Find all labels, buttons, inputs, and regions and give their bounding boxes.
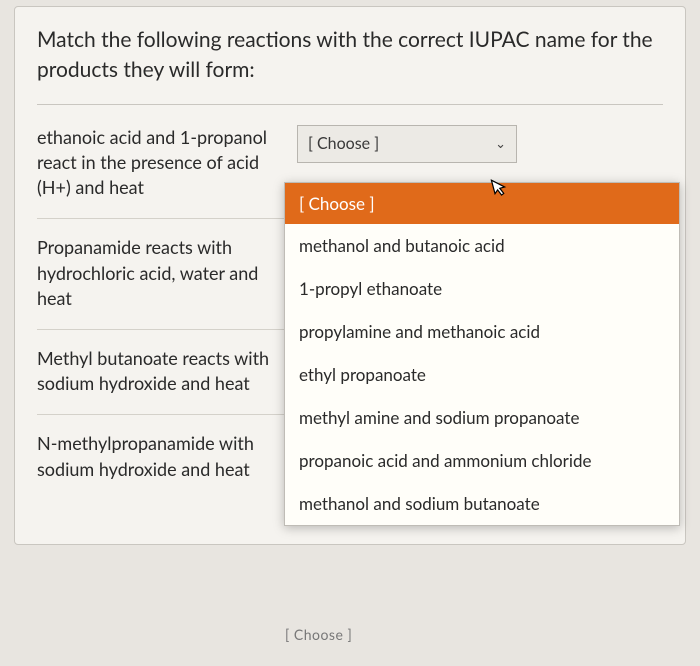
dropdown-option[interactable]: methyl amine and sodium propanoate: [285, 396, 679, 439]
dropdown-option[interactable]: methanol and butanoic acid: [285, 224, 679, 267]
dropdown-panel: [ Choose ] methanol and butanoic acid 1-…: [284, 182, 680, 526]
dropdown-option[interactable]: 1-propyl ethanoate: [285, 267, 679, 310]
prompt-text: Methyl butanoate reacts with sodium hydr…: [37, 346, 297, 396]
obscured-select-label: [ Choose ]: [285, 626, 352, 643]
prompt-text: Propanamide reacts with hydrochloric aci…: [37, 235, 297, 311]
dropdown-option[interactable]: propylamine and methanoic acid: [285, 310, 679, 353]
dropdown-option[interactable]: methanol and sodium butanoate: [285, 482, 679, 525]
answer-select[interactable]: [ Choose ] ⌄: [297, 125, 517, 163]
dropdown-option[interactable]: ethyl propanoate: [285, 353, 679, 396]
chevron-down-icon: ⌄: [495, 135, 506, 152]
divider: [37, 104, 663, 105]
select-value: [ Choose ]: [308, 134, 379, 153]
question-text: Match the following reactions with the c…: [37, 25, 663, 86]
prompt-text: N-methylpropanamide with sodium hydroxid…: [37, 431, 297, 481]
dropdown-option[interactable]: propanoic acid and ammonium chloride: [285, 439, 679, 482]
prompt-text: ethanoic acid and 1-propanol react in th…: [37, 125, 297, 201]
dropdown-selected-header[interactable]: [ Choose ]: [285, 183, 679, 224]
